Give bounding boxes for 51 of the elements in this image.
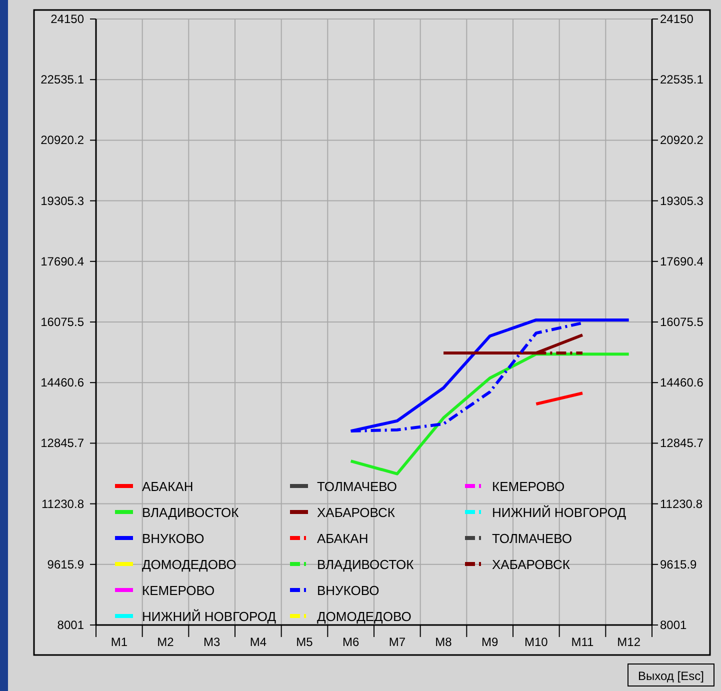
x-tick-label: M9 (481, 635, 498, 649)
x-tick-label: M5 (296, 635, 314, 649)
legend-label: КЕМЕРОВО (492, 479, 565, 494)
exit-button: Выход [Esc] (628, 664, 714, 686)
x-tick-label: M4 (250, 635, 267, 649)
x-tick-label: M1 (110, 635, 128, 649)
y-tick-label: 16075.5 (40, 315, 84, 329)
legend-label: ХАБАРОВСК (492, 557, 570, 572)
x-tick-label: M7 (388, 635, 406, 649)
legend-label: НИЖНИЙ НОВГОРОД (142, 609, 276, 624)
legend-label: КЕМЕРОВО (142, 583, 215, 598)
y-tick-label: 11230.8 (42, 496, 84, 511)
y-tick-label: 17690.4 (40, 254, 84, 268)
y2-tick-label: 16075.5 (660, 315, 704, 329)
y2-tick-label: 19305.3 (660, 194, 704, 208)
y-tick-label: 14460.6 (40, 376, 84, 390)
legend-label: ВНУКОВО (317, 583, 380, 598)
x-tick-label: M11 (571, 635, 594, 649)
legend-label: АБАКАН (142, 479, 194, 494)
legend-label: АБАКАН (317, 531, 368, 546)
y2-tick-label: 12845.7 (660, 436, 704, 450)
x-tick-label: M10 (524, 635, 548, 649)
x-tick-label: M2 (157, 635, 174, 649)
y2-tick-label: 22535.1 (660, 72, 704, 87)
legend-label: ВЛАДИВОСТОК (317, 557, 414, 572)
y2-tick-label: 8001 (660, 618, 688, 632)
y2-tick-label: 17690.4 (660, 254, 704, 268)
legend-label: ВЛАДИВОСТОК (142, 505, 240, 520)
y2-tick-label: 9615.9 (660, 557, 698, 572)
legend-label: ХАБАРОВСК (317, 505, 396, 520)
y-tick-label: 24150 (50, 12, 84, 26)
x-tick-label: M12 (617, 635, 641, 649)
legend-label: ДОМОДЕДОВО (142, 557, 236, 572)
legend-label: ТОЛМАЧЕВО (317, 479, 398, 494)
y2-tick-label: 11230.8 (660, 496, 703, 511)
legend-label: ТОЛМАЧЕВО (492, 531, 572, 546)
y2-tick-label: 14460.6 (660, 376, 704, 390)
legend-label: НИЖНИЙ НОВГОРОД (492, 505, 626, 520)
x-tick-label: M3 (203, 635, 220, 649)
y-tick-label: 9615.9 (47, 557, 84, 572)
y-tick-label: 12845.7 (40, 436, 84, 450)
legend-label: ДОМОДЕДОВО (317, 609, 412, 624)
y-tick-label: 19305.3 (40, 194, 84, 208)
y2-tick-label: 20920.2 (660, 133, 704, 148)
y-tick-label: 8001 (57, 618, 84, 632)
x-tick-label: M8 (435, 635, 452, 649)
y2-tick-label: 24150 (660, 12, 694, 26)
y-tick-label: 20920.2 (40, 133, 84, 148)
y-tick-label: 22535.1 (40, 72, 84, 87)
x-tick-label: M6 (342, 635, 360, 649)
legend-label: ВНУКОВО (142, 531, 204, 546)
